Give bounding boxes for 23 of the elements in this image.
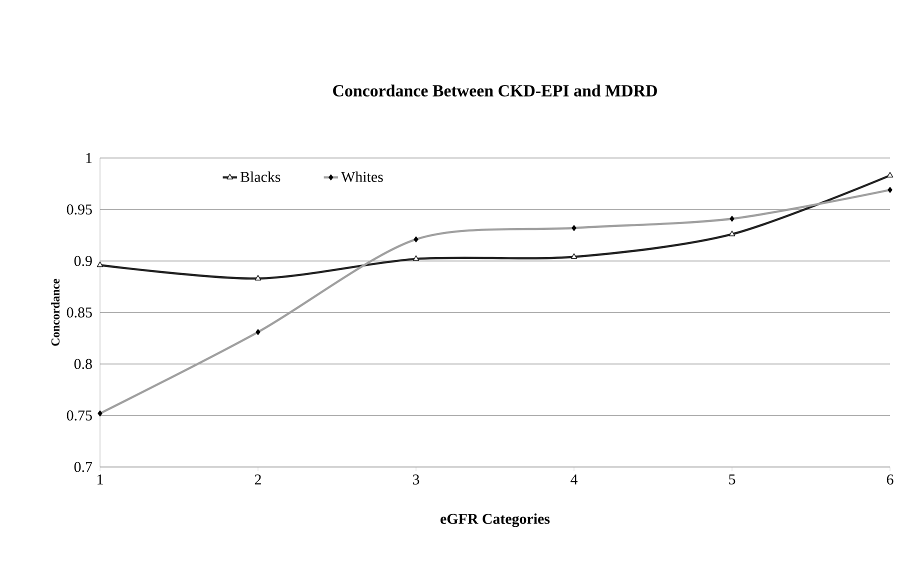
point — [254, 274, 262, 280]
x-tick-label: 5 — [729, 474, 736, 484]
x-tick-label: 4 — [570, 474, 578, 484]
chart-title: Concordance Between CKD-EPI and MDRD — [333, 84, 657, 96]
y-axis-title: Concordance — [51, 278, 60, 346]
point — [886, 172, 894, 178]
y-tick-label: 0.85 — [66, 307, 92, 318]
x-tick-label: 2 — [254, 474, 261, 484]
y-tick-label: 0.7 — [74, 462, 92, 472]
y-tick-label: 0.9 — [74, 256, 92, 266]
point — [728, 230, 736, 236]
x-tick-label: 1 — [98, 474, 103, 484]
point — [412, 255, 420, 261]
y-tick-label: 0.95 — [66, 204, 92, 215]
legend-label: Whites — [341, 171, 383, 182]
y-tick-label: 0.8 — [74, 358, 92, 370]
legend-label: Blacks — [240, 171, 280, 182]
x-tick-label: 3 — [412, 474, 420, 485]
x-axis-title: eGFR Categories — [440, 513, 550, 528]
y-tick-label: 1 — [86, 153, 92, 163]
x-tick-label: 6 — [886, 474, 894, 485]
point — [570, 253, 578, 259]
y-tick-label: 0.75 — [66, 410, 92, 421]
